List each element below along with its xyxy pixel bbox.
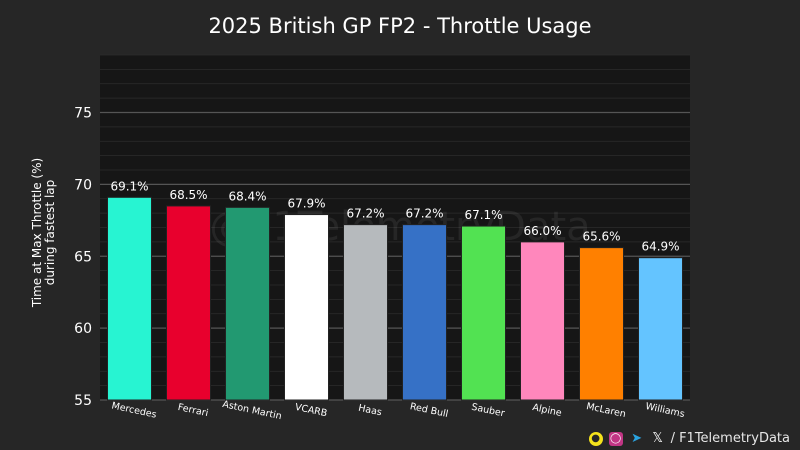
- x-tick-label: McLaren: [585, 401, 627, 420]
- bar: [402, 224, 447, 401]
- footer-handle[interactable]: / F1TelemetryData: [670, 431, 790, 446]
- x-tick-label: Mercedes: [111, 400, 158, 420]
- y-axis-label: Time at Max Throttle (%): [30, 158, 44, 308]
- bar-value-label: 68.5%: [169, 188, 207, 202]
- bars: 69.1% 68.5% 68.4% 67.9% 67.2% 67.2% 67.1% 66.0%…: [107, 179, 683, 401]
- x-tick-label: Alpine: [531, 402, 562, 419]
- bar: [166, 205, 211, 401]
- footer: ● ◯ ➤ 𝕏 / F1TelemetryData: [588, 430, 790, 446]
- bar-value-label: 67.9%: [287, 197, 325, 211]
- bar-value-label: 69.1%: [110, 179, 148, 193]
- x-tick-label: Sauber: [470, 402, 505, 420]
- bar: [284, 214, 329, 401]
- snapchat-icon[interactable]: ●: [588, 431, 603, 446]
- bar: [579, 247, 624, 401]
- bar-value-label: 66.0%: [523, 224, 561, 238]
- x-icon[interactable]: 𝕏: [652, 430, 663, 446]
- bar-value-label: 67.2%: [405, 207, 443, 221]
- bar: [461, 225, 506, 401]
- x-tick-label: Ferrari: [177, 402, 209, 419]
- bar: [225, 206, 270, 401]
- x-tick-label: Haas: [357, 403, 383, 419]
- bar-value-label: 65.6%: [582, 230, 620, 244]
- bar: [520, 241, 565, 401]
- x-tick-label: Williams: [644, 401, 685, 420]
- x-tick-label: VCARB: [294, 402, 328, 420]
- x-axis-ticks: Mercedes Ferrari Aston Martin VCARB Haas Red …: [111, 399, 686, 422]
- x-tick-label: Aston Martin: [221, 399, 282, 422]
- bar-value-label: 67.1%: [464, 208, 502, 222]
- bar: [107, 196, 152, 401]
- y-axis-ticks: 55 60 65 70 75: [74, 106, 92, 410]
- y-tick-label: 60: [74, 321, 92, 337]
- y-axis-label-secondary: during fastest lap: [43, 180, 57, 286]
- y-tick-label: 75: [74, 106, 92, 122]
- bar-value-label: 68.4%: [228, 189, 266, 203]
- y-tick-label: 70: [74, 177, 92, 193]
- y-tick-label: 65: [74, 249, 92, 265]
- chart-title: 2025 British GP FP2 - Throttle Usage: [208, 14, 592, 38]
- bar: [343, 224, 388, 401]
- telegram-icon[interactable]: ➤: [631, 430, 643, 446]
- bar-value-label: 64.9%: [641, 240, 679, 254]
- bar-value-label: 67.2%: [346, 207, 384, 221]
- bar: [638, 257, 683, 401]
- instagram-icon[interactable]: ◯: [608, 431, 623, 446]
- y-tick-label: 55: [74, 393, 92, 409]
- x-tick-label: Red Bull: [409, 401, 449, 420]
